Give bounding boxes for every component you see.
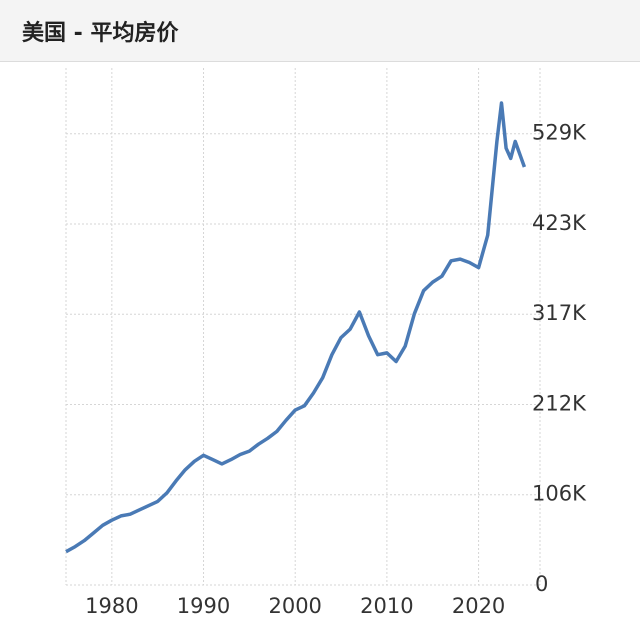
y-tick-label: 212K (532, 391, 587, 415)
chart: 0 106K 212K 317K 423K 529K 1980 1990 2000 2010 202… (65, 68, 587, 618)
header: 美国 - 平均房价 (0, 0, 640, 62)
data-line (65, 101, 527, 554)
y-tick-label: 423K (532, 211, 587, 235)
x-tick-label: 1990 (177, 594, 230, 618)
x-tick-label: 1980 (85, 594, 138, 618)
x-tick-label: 2000 (268, 594, 321, 618)
x-tick-label: 2020 (452, 594, 505, 618)
chart-title: 美国 - 平均房价 (22, 20, 179, 46)
y-tick-label: 529K (532, 121, 587, 145)
y-tick-label: 0 (535, 572, 548, 596)
y-tick-label: 317K (532, 301, 587, 325)
x-tick-label: 2010 (360, 594, 413, 618)
y-tick-label: 106K (532, 482, 587, 506)
